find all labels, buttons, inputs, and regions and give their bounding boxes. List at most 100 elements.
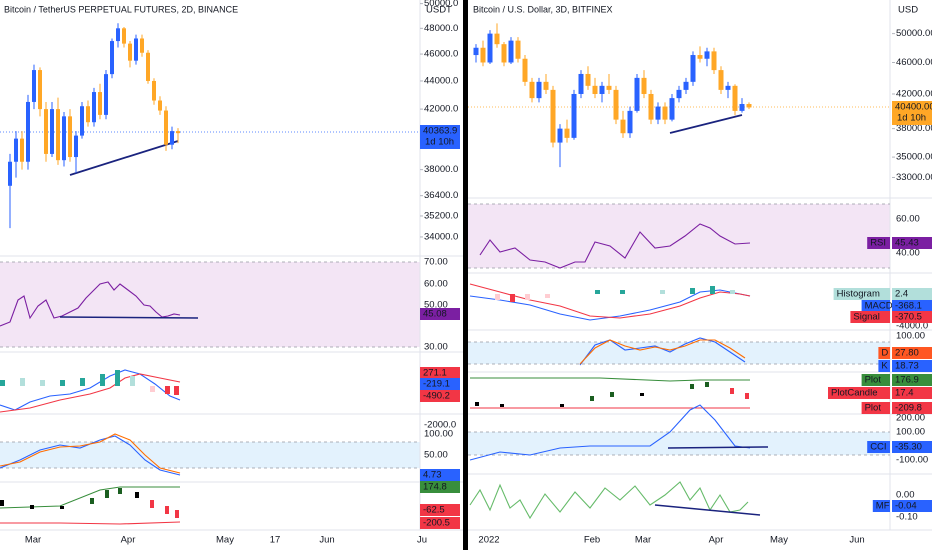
candle-body [571, 93, 577, 138]
candle-body [480, 47, 486, 63]
candle-body [494, 33, 500, 45]
macd-histogram [0, 370, 179, 395]
candle-body [746, 104, 752, 108]
candle-body [44, 109, 48, 154]
candle-body [529, 81, 535, 99]
y-tick-label: 35000.00 [896, 152, 932, 163]
stoch-k [0, 435, 181, 476]
candle-body [662, 106, 668, 120]
candle-body [501, 44, 507, 63]
time-label: Apr [709, 535, 724, 546]
badge-bg [892, 387, 932, 399]
candle-body [164, 110, 168, 145]
candle-body [725, 85, 731, 90]
badge: 176.9 [895, 375, 919, 386]
pane-separators [0, 0, 932, 531]
candle-body [557, 128, 563, 143]
trend-line [654, 504, 761, 516]
candle-body [56, 109, 60, 161]
badge: -209.8 [895, 403, 922, 414]
plot-candles [0, 488, 179, 518]
time-label: Feb [584, 535, 600, 546]
countdown: 1d 10h [897, 113, 926, 124]
badge-bg [892, 402, 932, 414]
badge-bg [420, 390, 460, 402]
currency: USDT [426, 5, 452, 16]
badge: -0.04 [895, 501, 917, 512]
badge: 17.4 [895, 388, 914, 399]
last-price: 40400.00 [895, 102, 932, 113]
indicator-axis-label: 0.00 [896, 490, 915, 501]
indicator-axis-label: 40.00 [896, 248, 920, 259]
indicator-axis-label: 30.00 [424, 342, 448, 353]
time-label: Jun [849, 535, 864, 546]
candle-body [74, 135, 78, 158]
badge-bg [892, 500, 932, 512]
badge-name: Histogram [837, 289, 880, 300]
lower-band [0, 521, 181, 525]
time-label: May [770, 535, 788, 546]
badge-bg [420, 367, 460, 379]
chart-title: Bitcoin / U.S. Dollar, 3D, BITFINEX [473, 4, 613, 14]
badge-name: Signal [853, 312, 879, 323]
candle-body [473, 47, 479, 56]
last-price: 40363.9 [423, 126, 457, 137]
time-label: Jun [319, 535, 334, 546]
badge-name-bg [878, 347, 890, 359]
candle-body [134, 38, 138, 61]
candle-body [690, 55, 696, 82]
indicator-axis-label: -0.10 [896, 512, 918, 523]
y-tick-label: 33000.00 [896, 172, 932, 183]
indicator-axis-label: -4000.0 [896, 321, 928, 332]
countdown: 1d 10h [425, 137, 454, 148]
candle-body [176, 131, 180, 134]
badge-name: MF [876, 501, 890, 512]
level-lines [0, 203, 890, 469]
indicator-axis-label: 100.00 [896, 427, 925, 438]
badge-name: RSI [870, 238, 886, 249]
candle-body [676, 89, 682, 99]
rsi-line [0, 281, 181, 327]
badge-bg [420, 378, 460, 390]
price-badge-bg [892, 101, 932, 125]
badge-bg [892, 311, 932, 323]
y-tick-label: 50000.00 [896, 28, 932, 39]
indicator-axis-label: -100.00 [896, 455, 928, 466]
badge-name: Plot [865, 375, 882, 386]
badge: 271.1 [423, 368, 447, 379]
candle-body [116, 28, 120, 42]
stoch-d [579, 339, 746, 365]
candle-body [718, 70, 724, 90]
trend-line [69, 140, 179, 176]
candle-body [152, 80, 156, 101]
indicator-axis-label: 70.00 [424, 257, 448, 268]
candle-body [578, 73, 584, 94]
trend-line [669, 114, 743, 134]
indicator-axis-label: 100.00 [424, 429, 453, 440]
cci-line [469, 404, 751, 461]
candle-body [606, 85, 612, 90]
chart-title: Bitcoin / TetherUS PERPETUAL FUTURES, 2D… [4, 4, 238, 14]
y-tick-label: 42000.0 [424, 104, 458, 115]
y-tick-label: 50000.0 [424, 0, 458, 9]
trend-line [667, 446, 769, 449]
candle-body [38, 70, 42, 110]
candle-body [522, 58, 528, 82]
candle-body [515, 40, 521, 59]
candle-body [543, 81, 549, 90]
macd-line [469, 289, 751, 321]
divider [463, 0, 468, 550]
rsi-line [479, 223, 751, 269]
macd-histogram [495, 286, 735, 302]
y-tick-label: 46000.00 [896, 57, 932, 68]
badge: -490.2 [423, 391, 450, 402]
candle-body [536, 81, 542, 99]
candle-body [8, 161, 12, 186]
price-badge-bg [420, 125, 460, 149]
y-tick-label: 34000.0 [424, 231, 458, 242]
candle-body [634, 77, 640, 111]
badge-name-bg [828, 387, 890, 399]
time-label: Mar [635, 535, 651, 546]
indicator-axis-label: 100.00 [896, 331, 925, 342]
